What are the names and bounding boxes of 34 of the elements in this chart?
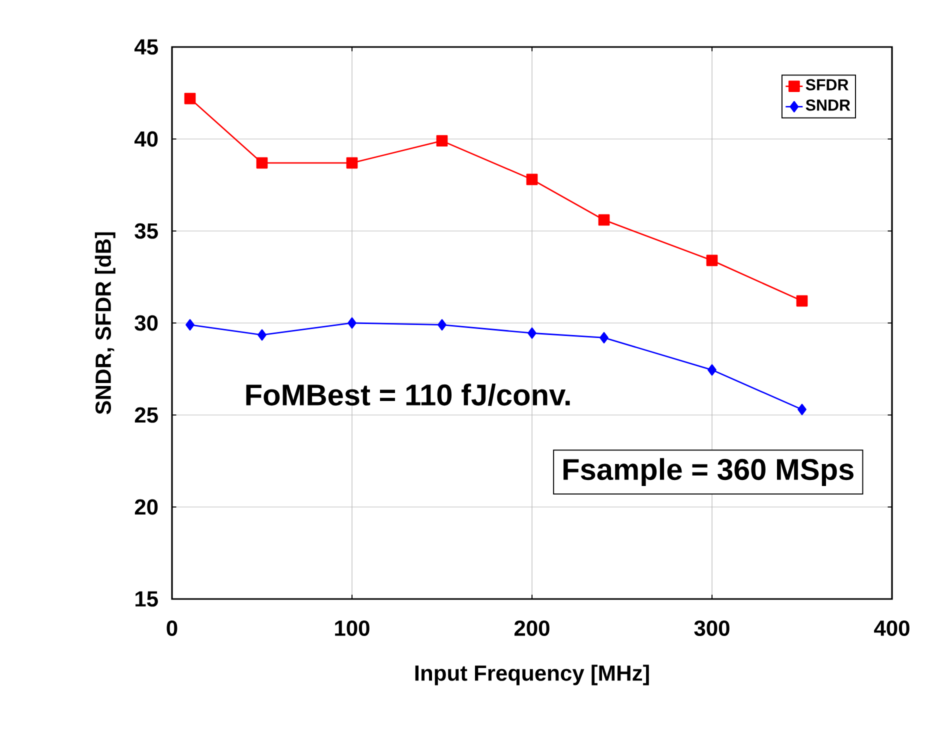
y-axis-title: SNDR, SFDR [dB]: [94, 232, 116, 414]
x-tick-label: 0: [166, 620, 178, 636]
annotation: FoMBest = 110 fJ/conv.: [246, 384, 570, 406]
point: [598, 214, 610, 226]
point: [436, 135, 448, 147]
x-tick-label: 200: [514, 620, 550, 636]
point: [528, 327, 536, 339]
y-tick-label: 30: [134, 315, 158, 331]
y-tick-label: 45: [134, 39, 158, 55]
x-tick-label: 100: [335, 620, 370, 636]
annotation: Fsample = 360 MSps: [564, 458, 854, 486]
point: [706, 254, 718, 266]
point: [600, 332, 608, 344]
point: [438, 319, 446, 331]
point: [258, 329, 266, 341]
point: [346, 157, 358, 169]
y-tick-label: 35: [134, 223, 158, 239]
legend-label: SFDR: [806, 79, 848, 90]
x-tick-label: 400: [874, 620, 910, 636]
y-tick-label: 40: [134, 131, 158, 147]
point: [348, 317, 356, 329]
point: [184, 92, 196, 104]
point: [798, 404, 806, 416]
point: [796, 295, 808, 307]
point: [256, 157, 268, 169]
y-tick-label: 20: [134, 499, 158, 515]
x-axis-title: Input Frequency [MHz]: [415, 664, 649, 686]
legend-label: SNDR: [806, 99, 850, 111]
point: [186, 319, 194, 331]
x-tick-label: 300: [694, 620, 730, 636]
point: [526, 174, 538, 186]
y-tick-label: 15: [136, 591, 158, 607]
point: [708, 364, 716, 376]
y-tick-label: 25: [134, 407, 158, 423]
